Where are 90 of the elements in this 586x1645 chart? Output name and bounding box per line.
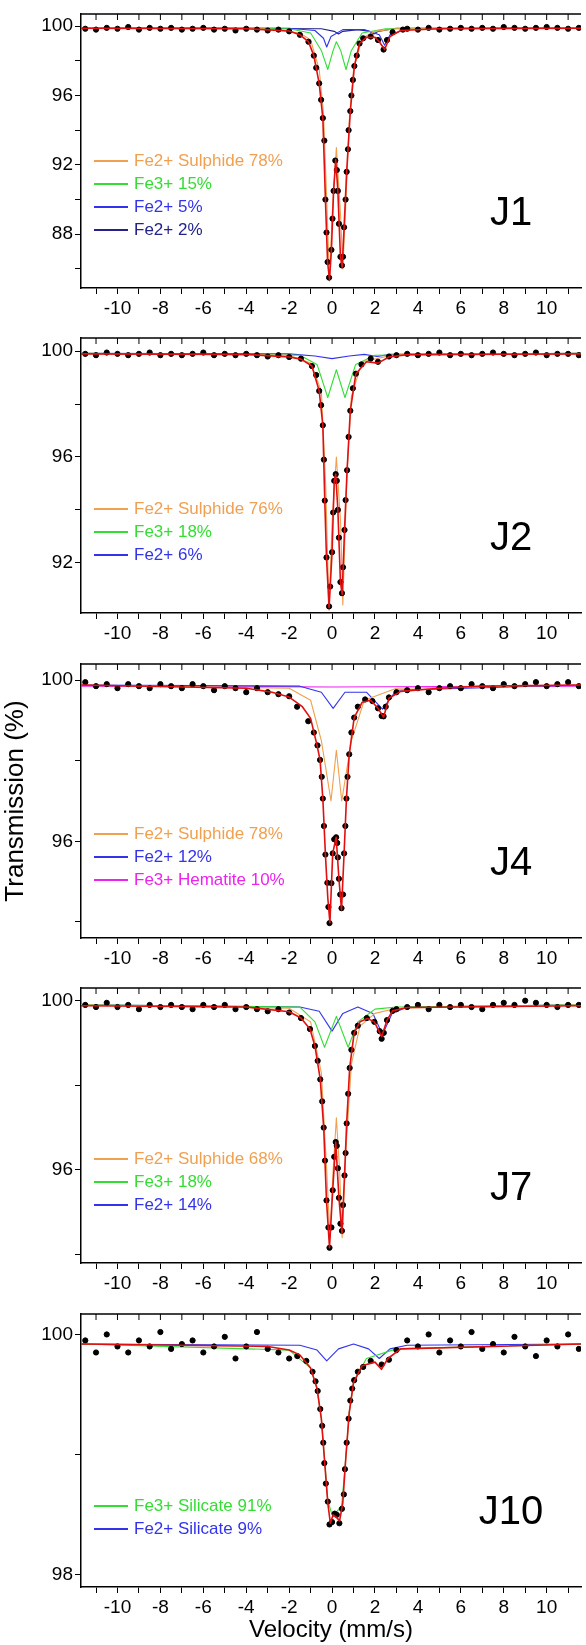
x-tick-label: -10 <box>103 946 132 968</box>
legend-label: Fe3+ Silicate 91% <box>134 1495 272 1517</box>
x-tick-label: 4 <box>412 296 424 318</box>
legend-label: Fe2+ Silicate 9% <box>134 1518 263 1540</box>
legend-label: Fe3+ Hematite 10% <box>134 869 285 891</box>
x-tick-label: 6 <box>455 1271 467 1293</box>
y-tick-label: 96 <box>51 445 73 467</box>
x-tick-label: 10 <box>536 1595 558 1617</box>
x-tick-label: 6 <box>455 296 467 318</box>
x-tick-label: -8 <box>151 946 169 968</box>
x-tick-label: 4 <box>412 621 424 643</box>
y-tick-label: 92 <box>51 550 73 572</box>
text: J4 <box>489 839 533 884</box>
legend-label: Fe2+ 14% <box>134 1194 212 1216</box>
x-tick-label: 2 <box>369 1595 381 1617</box>
y-tick-label: 92 <box>51 153 73 175</box>
y-axis-title: Transmission (%) <box>0 700 29 902</box>
x-tick-label: -4 <box>237 1595 256 1617</box>
x-tick-label: -4 <box>237 621 256 643</box>
x-tick-label: 0 <box>326 946 338 968</box>
x-tick-label: -4 <box>237 1271 256 1293</box>
legend-label: Fe2+ Sulphide 68% <box>134 1148 283 1170</box>
legend-label: Fe2+ Sulphide 76% <box>134 498 283 520</box>
legend-label: Fe2+ 2% <box>134 219 203 241</box>
x-tick-label: 0 <box>326 1595 338 1617</box>
x-tick-label: 10 <box>536 296 558 318</box>
legend-label: Fe2+ Sulphide 78% <box>134 150 283 172</box>
legend-label: Fe2+ Sulphide 78% <box>134 823 283 845</box>
text: J1 <box>489 189 533 234</box>
x-tick-label: -6 <box>194 1595 212 1617</box>
x-tick-label: 6 <box>455 621 467 643</box>
x-tick-label: -8 <box>151 621 169 643</box>
x-tick-label: -10 <box>103 1595 132 1617</box>
x-tick-label: 8 <box>498 1595 510 1617</box>
x-tick-label: -6 <box>194 946 212 968</box>
x-tick-label: -2 <box>280 621 298 643</box>
x-tick-label: 0 <box>326 296 338 318</box>
x-tick-label: -8 <box>151 1271 169 1293</box>
y-tick-label: 100 <box>41 988 73 1010</box>
x-tick-label: 10 <box>536 1271 558 1293</box>
x-tick-label: 6 <box>455 946 467 968</box>
y-tick-label: 100 <box>41 339 73 361</box>
x-tick-label: -2 <box>280 1595 298 1617</box>
x-tick-label: 8 <box>498 621 510 643</box>
x-tick-label: 2 <box>369 621 381 643</box>
x-tick-label: -8 <box>151 1595 169 1617</box>
y-tick-label: 100 <box>41 14 73 36</box>
text: J2 <box>489 513 533 558</box>
x-tick-label: 4 <box>412 1595 424 1617</box>
x-tick-label: -2 <box>280 296 298 318</box>
y-tick-label: 96 <box>51 83 73 105</box>
x-tick-label: -2 <box>280 1271 298 1293</box>
y-tick-label: 98 <box>51 1563 73 1585</box>
x-tick-label: 2 <box>369 1271 381 1293</box>
x-tick-label: -6 <box>194 296 212 318</box>
legend-label: Fe2+ 12% <box>134 846 212 868</box>
x-tick-label: -10 <box>103 1271 132 1293</box>
x-tick-label: -2 <box>280 946 298 968</box>
x-tick-label: 4 <box>412 1271 424 1293</box>
x-tick-label: 10 <box>536 946 558 968</box>
y-tick-label: 96 <box>51 1158 73 1180</box>
x-tick-label: -6 <box>194 1271 212 1293</box>
legend-label: Fe3+ 18% <box>134 1171 212 1193</box>
x-tick-label: 8 <box>498 296 510 318</box>
legend-label: Fe2+ 5% <box>134 196 203 218</box>
legend-label: Fe2+ 6% <box>134 544 203 566</box>
legend-label: Fe3+ 15% <box>134 173 212 195</box>
x-tick-label: -6 <box>194 621 212 643</box>
x-tick-label: 8 <box>498 1271 510 1293</box>
x-tick-label: -4 <box>237 946 256 968</box>
text: J10 <box>478 1488 544 1533</box>
text: J7 <box>489 1163 533 1208</box>
y-tick-label: 100 <box>41 1322 73 1344</box>
x-tick-label: -4 <box>237 296 256 318</box>
x-tick-label: 6 <box>455 1595 467 1617</box>
y-tick-label: 88 <box>51 222 73 244</box>
y-tick-label: 96 <box>51 829 73 851</box>
legend-label: Fe3+ 18% <box>134 521 212 543</box>
x-tick-label: 0 <box>326 1271 338 1293</box>
x-tick-label: 2 <box>369 296 381 318</box>
x-tick-label: 2 <box>369 946 381 968</box>
y-tick-label: 100 <box>41 668 73 690</box>
x-tick-label: 10 <box>536 621 558 643</box>
x-tick-label: 8 <box>498 946 510 968</box>
x-tick-label: 0 <box>326 621 338 643</box>
x-tick-label: 4 <box>412 946 424 968</box>
x-tick-label: -10 <box>103 621 132 643</box>
x-tick-label: -10 <box>103 296 132 318</box>
x-axis-title: Velocity (mm/s) <box>248 1615 414 1643</box>
x-tick-label: -8 <box>151 296 169 318</box>
